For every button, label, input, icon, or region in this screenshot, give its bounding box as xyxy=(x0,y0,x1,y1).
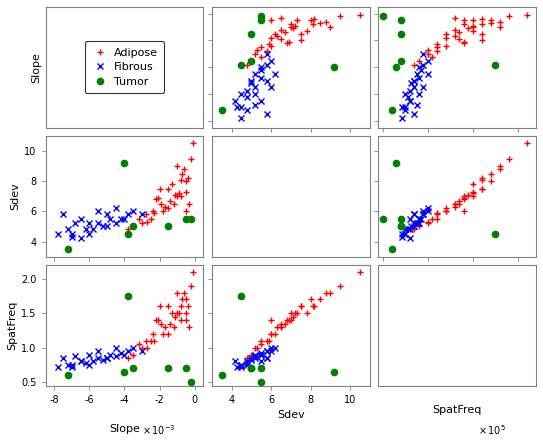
X-axis label: SpatFreq: SpatFreq xyxy=(432,405,482,415)
X-axis label: Sdev: Sdev xyxy=(277,410,305,420)
X-axis label: Slope: Slope xyxy=(109,424,140,434)
Y-axis label: Sdev: Sdev xyxy=(10,183,20,210)
Y-axis label: SpatFreq: SpatFreq xyxy=(7,301,17,350)
Text: $\times\,10^{5}$: $\times\,10^{5}$ xyxy=(478,423,506,437)
Text: $\times\,10^{-3}$: $\times\,10^{-3}$ xyxy=(16,0,49,3)
Y-axis label: Slope: Slope xyxy=(31,52,41,83)
Legend: Adipose, Fibrous, Tumor: Adipose, Fibrous, Tumor xyxy=(85,41,165,93)
Text: $\times\,10^{-3}$: $\times\,10^{-3}$ xyxy=(142,423,176,437)
